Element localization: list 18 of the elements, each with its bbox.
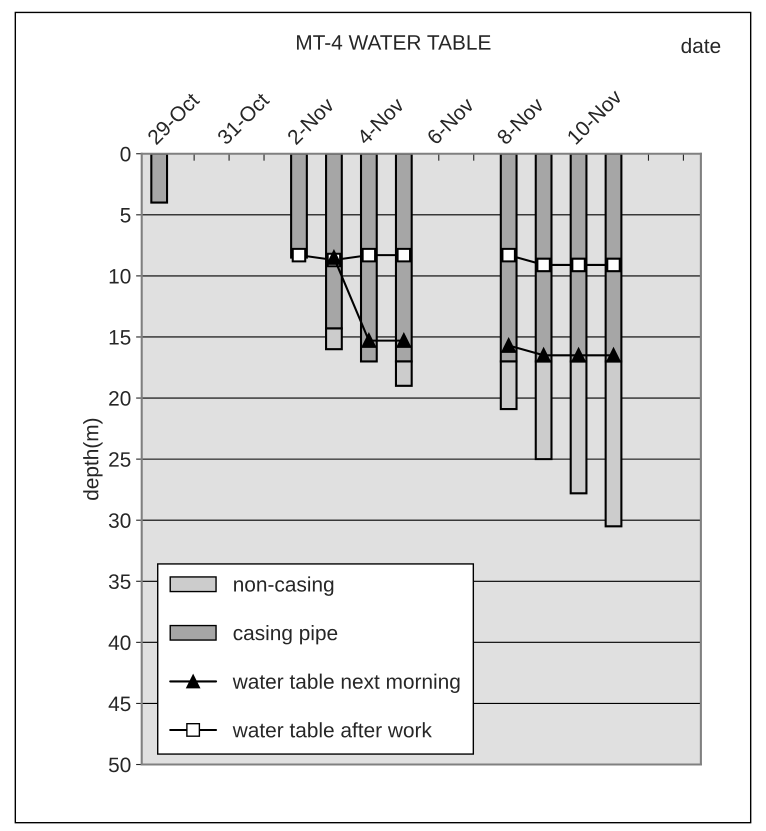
y-tick-label: 5 xyxy=(120,208,130,223)
y-tick-label: 10 xyxy=(110,268,130,284)
y-tick-label: 15 xyxy=(110,330,130,345)
y-tick-label: 35 xyxy=(108,574,130,590)
legend-label: water table next morning xyxy=(232,674,460,694)
y-tick-label: 25 xyxy=(109,452,130,467)
y-tick-label: 30 xyxy=(108,513,130,528)
y-tick-label: 50 xyxy=(108,758,130,772)
legend-label: casing pipe xyxy=(234,625,338,644)
y-tick-label: 20 xyxy=(109,391,130,406)
y-axis-title: depth(m) xyxy=(83,418,103,500)
legend-label: water table after work xyxy=(232,722,432,738)
chart-title: MT-4 WATER TABLE xyxy=(297,35,490,50)
legend-label: non-casing xyxy=(234,576,334,596)
x-axis-title: date xyxy=(681,38,720,54)
y-tick-label: 0 xyxy=(120,146,130,162)
y-tick-label: 45 xyxy=(108,696,130,712)
y-tick-label: 40 xyxy=(108,635,130,650)
